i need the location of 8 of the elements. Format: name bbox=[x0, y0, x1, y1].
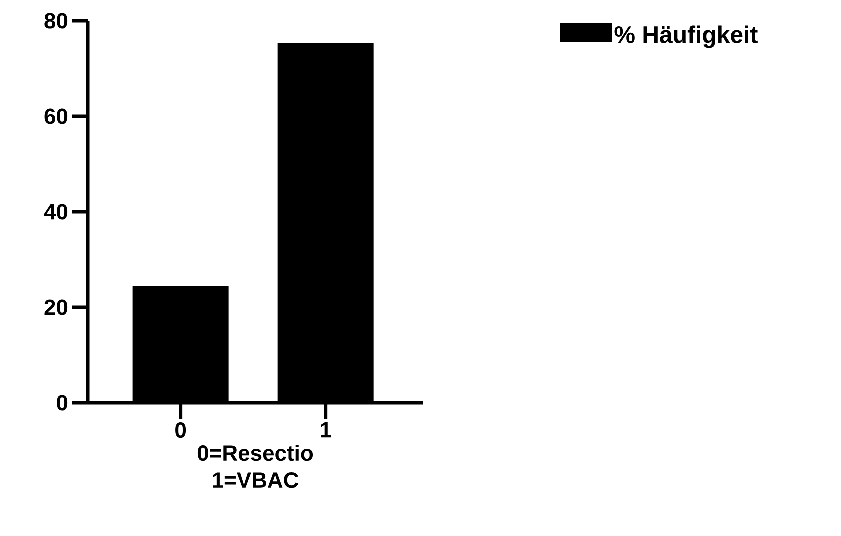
y-tick-label: 80 bbox=[44, 13, 68, 29]
y-tick-label: 40 bbox=[44, 204, 68, 220]
y-tick-label: 60 bbox=[44, 108, 68, 124]
x-tick-label: 1 bbox=[321, 422, 332, 438]
y-tick-label: 20 bbox=[44, 300, 68, 316]
x-axis-title: 0=Resectio 1=VBAC bbox=[198, 444, 314, 488]
legend-label: % Häufigkeit bbox=[614, 26, 758, 48]
y-tick-label: 0 bbox=[57, 395, 68, 411]
